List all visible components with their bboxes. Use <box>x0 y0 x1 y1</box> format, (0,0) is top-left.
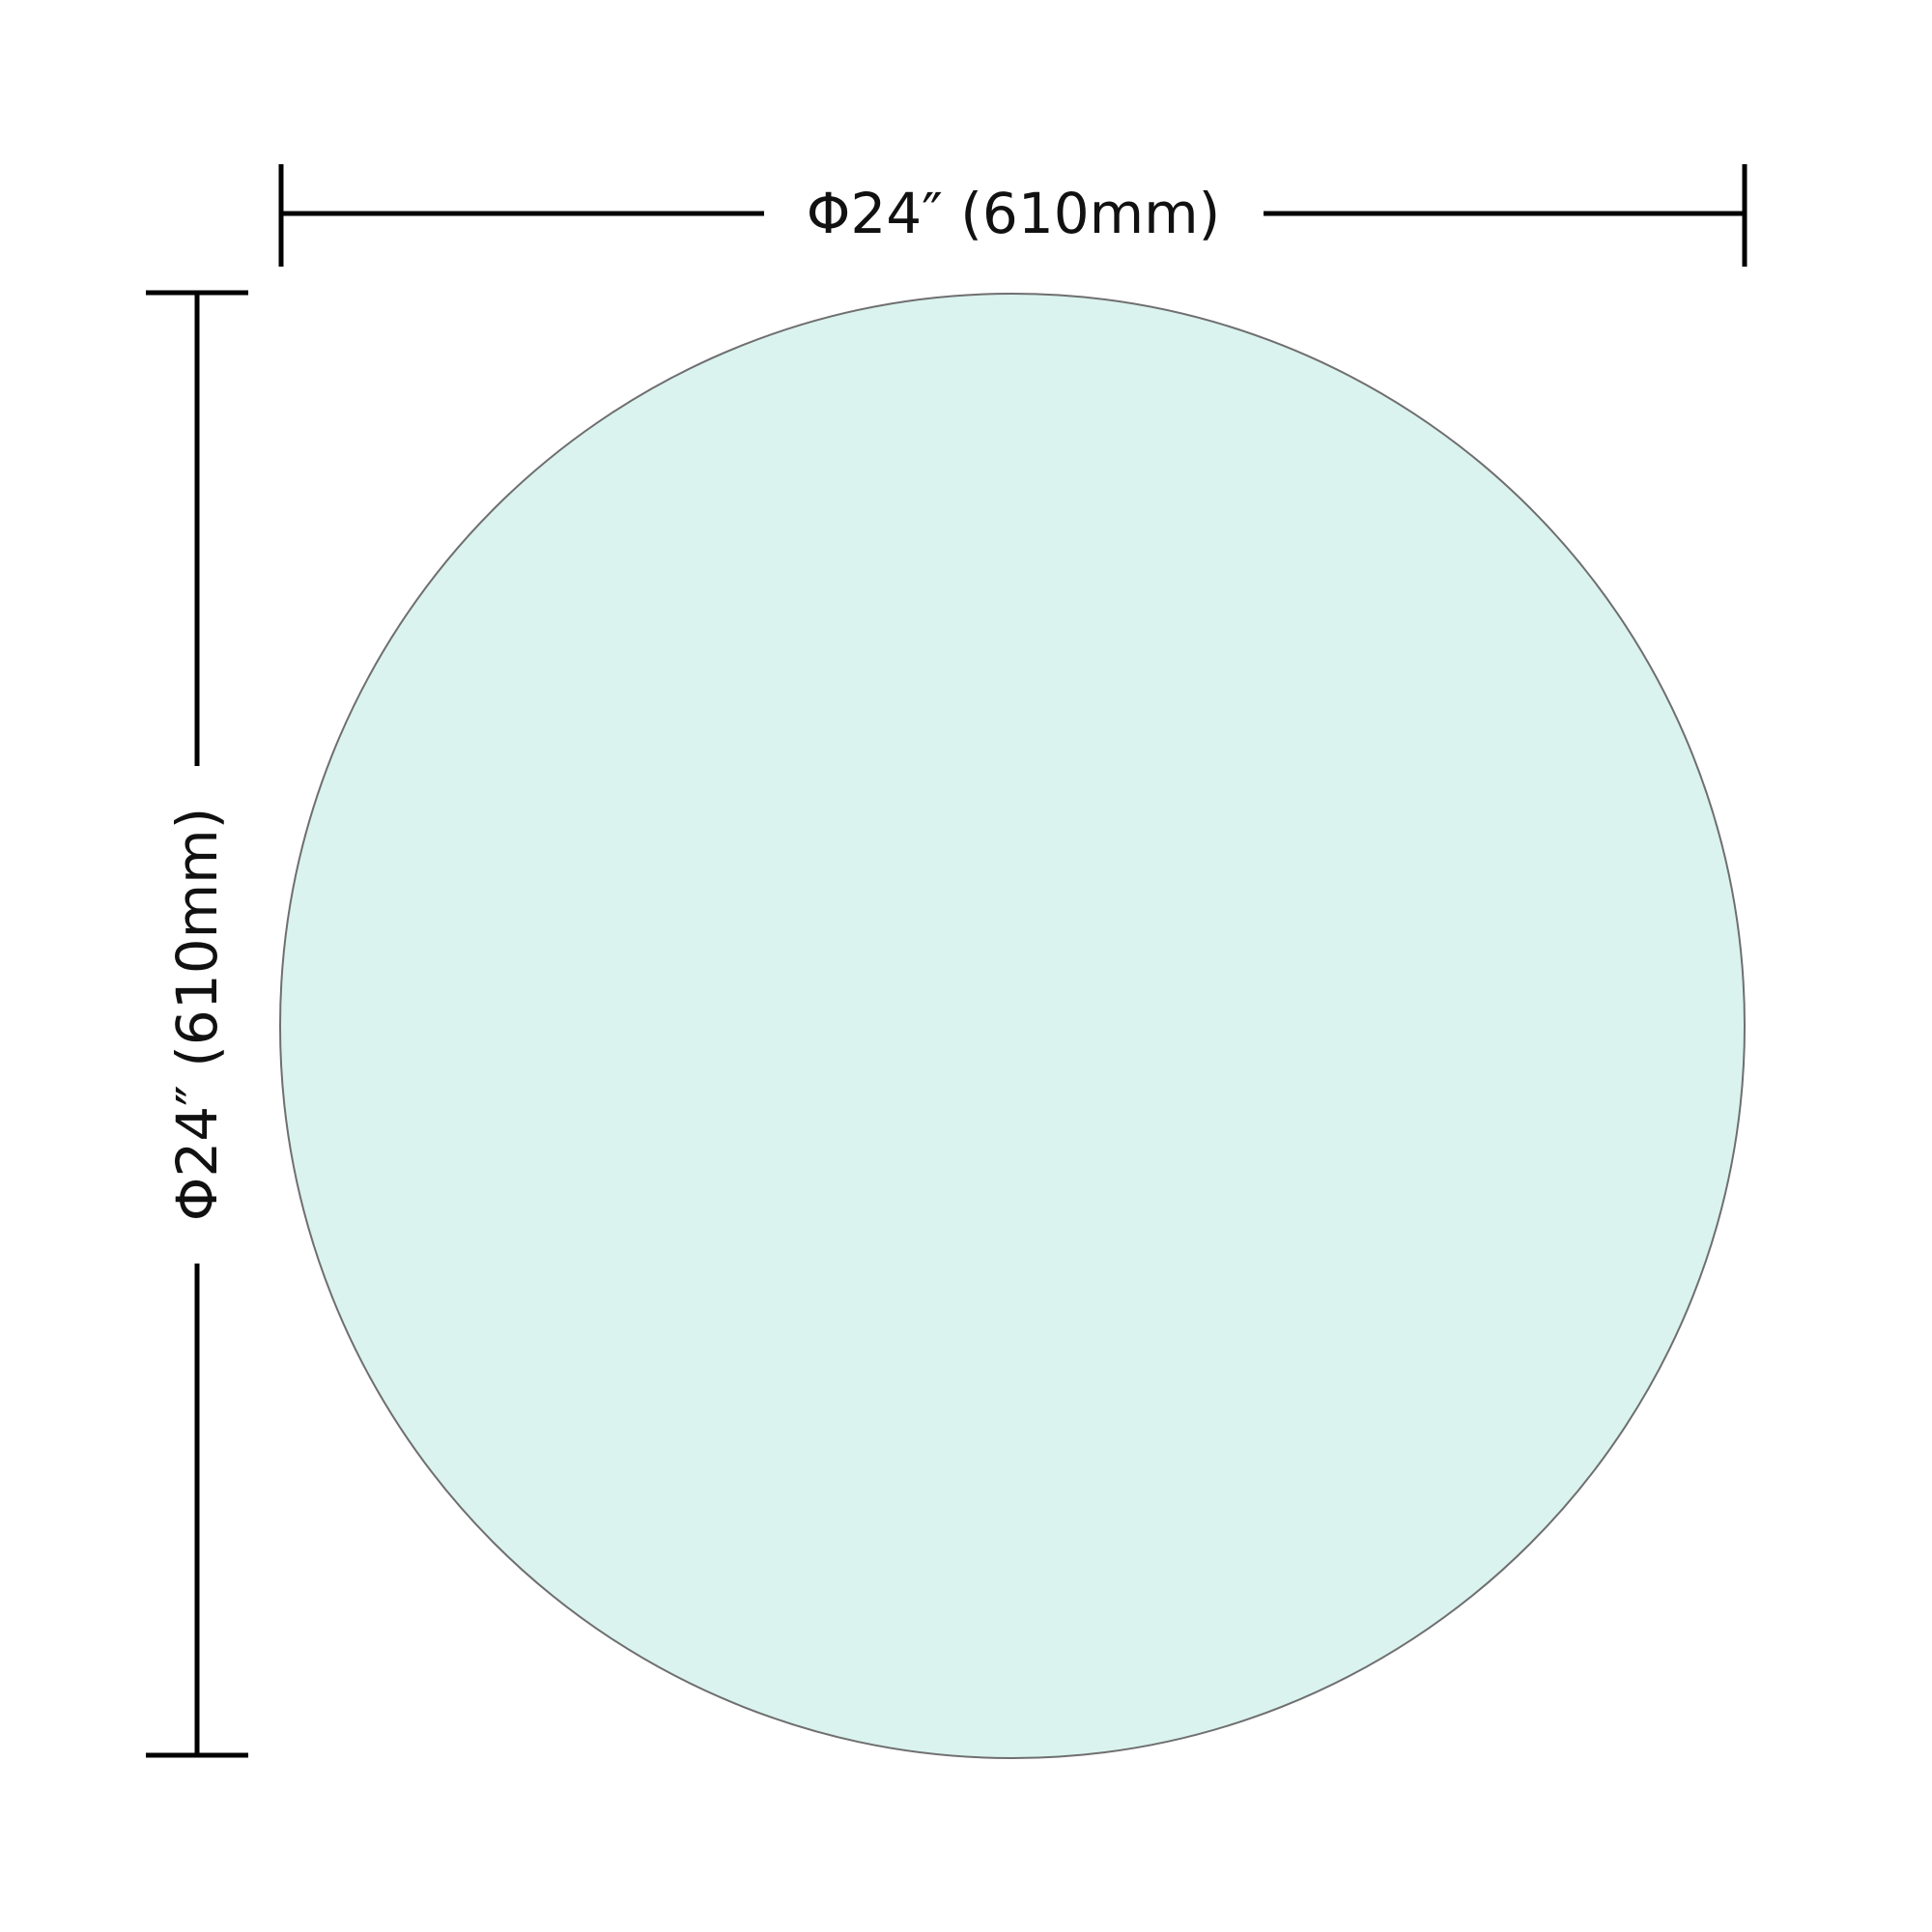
horizontal-dimension-label: Φ24″ (610mm) <box>807 181 1221 246</box>
round-glass-top <box>279 293 1746 1759</box>
horizontal-dimension: Φ24″ (610mm) <box>278 164 1747 267</box>
vertical-dimension: Φ24″ (610mm) <box>146 290 248 1758</box>
vertical-dimension-label: Φ24″ (610mm) <box>164 808 230 1222</box>
